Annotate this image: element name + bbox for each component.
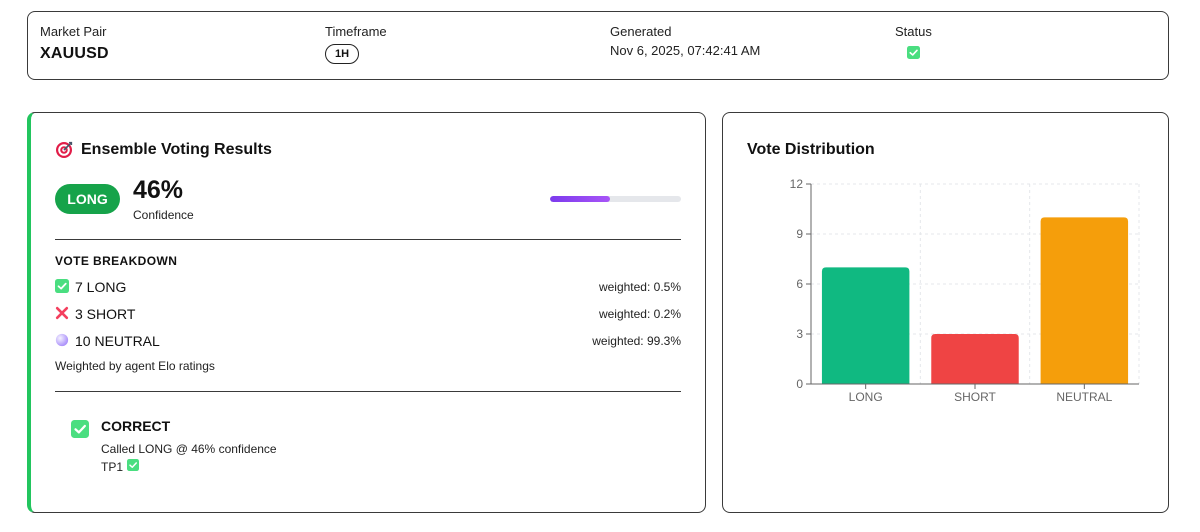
vote-distribution-card: Vote Distribution 0 3 6 9 12 LONG SHORT NEUTRAL	[722, 112, 1169, 513]
x-tick-label: SHORT	[954, 390, 996, 404]
market-pair-label: Market Pair	[40, 24, 107, 39]
take-profit-status: TP1	[101, 459, 140, 474]
weighted-value: weighted: 99.3%	[592, 334, 681, 348]
direction-badge: LONG	[55, 184, 120, 214]
signal-summary-card: Market Pair XAUUSD Timeframe 1H Generate…	[27, 11, 1169, 80]
tp-label: TP1	[101, 459, 124, 474]
vote-count-label: 10 NEUTRAL	[75, 333, 160, 349]
timeframe-field: Timeframe 1H	[325, 24, 387, 64]
y-tick-label: 9	[796, 227, 803, 241]
vote-distribution-chart: 0 3 6 9 12 LONG SHORT NEUTRAL	[790, 177, 1140, 404]
generated-value: Nov 6, 2025, 07:42:41 AM	[610, 43, 761, 58]
confidence-label: Confidence	[133, 208, 194, 222]
confidence-progress-fill	[550, 196, 611, 202]
divider	[55, 239, 681, 240]
vote-row-neutral: 10 NEUTRAL weighted: 99.3%	[55, 332, 681, 350]
vote-count-label: 3 SHORT	[75, 306, 136, 322]
confidence-value: 46%	[133, 176, 184, 204]
x-tick-label: LONG	[849, 390, 883, 404]
check-icon	[127, 459, 140, 474]
market-pair-value: XAUUSD	[40, 45, 109, 62]
ensemble-voting-card: Ensemble Voting Results LONG 46% Confide…	[27, 112, 706, 513]
divider	[55, 391, 681, 392]
generated-label: Generated	[610, 24, 672, 39]
voting-card-title: Ensemble Voting Results	[55, 141, 272, 159]
cross-icon	[55, 306, 69, 323]
check-icon	[71, 420, 89, 443]
bar-neutral	[1040, 217, 1129, 384]
voting-title-text: Ensemble Voting Results	[81, 141, 272, 158]
x-tick-label: NEUTRAL	[1056, 390, 1112, 404]
check-icon	[55, 278, 69, 296]
check-icon	[907, 46, 920, 64]
y-tick-label: 6	[796, 277, 803, 291]
result-detail: Called LONG @ 46% confidence	[101, 442, 277, 456]
bar-short	[931, 334, 1019, 384]
y-tick-label: 3	[796, 327, 803, 341]
timeframe-label: Timeframe	[325, 24, 387, 39]
weighted-value: weighted: 0.2%	[598, 307, 681, 321]
bar-long	[821, 267, 910, 384]
y-tick-label: 0	[796, 377, 803, 391]
distribution-title: Vote Distribution	[747, 141, 875, 158]
y-tick-label: 12	[790, 177, 804, 191]
generated-field: Generated Nov 6, 2025, 07:42:41 AM	[610, 24, 760, 58]
weighted-value: weighted: 0.5%	[598, 280, 681, 294]
vote-breakdown-heading: VOTE BREAKDOWN	[55, 254, 178, 268]
target-icon	[55, 141, 73, 159]
vote-count-label: 7 LONG	[75, 279, 127, 295]
market-pair-field: Market Pair XAUUSD	[40, 24, 109, 63]
result-title: CORRECT	[101, 418, 171, 434]
vote-row-short: 3 SHORT weighted: 0.2%	[55, 305, 681, 323]
weighting-note: Weighted by agent Elo ratings	[55, 359, 215, 373]
timeframe-badge: 1H	[325, 44, 360, 64]
confidence-progress-bar	[550, 196, 681, 202]
neutral-circle-icon	[55, 333, 69, 350]
status-label: Status	[895, 24, 932, 39]
status-field: Status	[895, 24, 932, 64]
vote-row-long: 7 LONG weighted: 0.5%	[55, 278, 681, 296]
